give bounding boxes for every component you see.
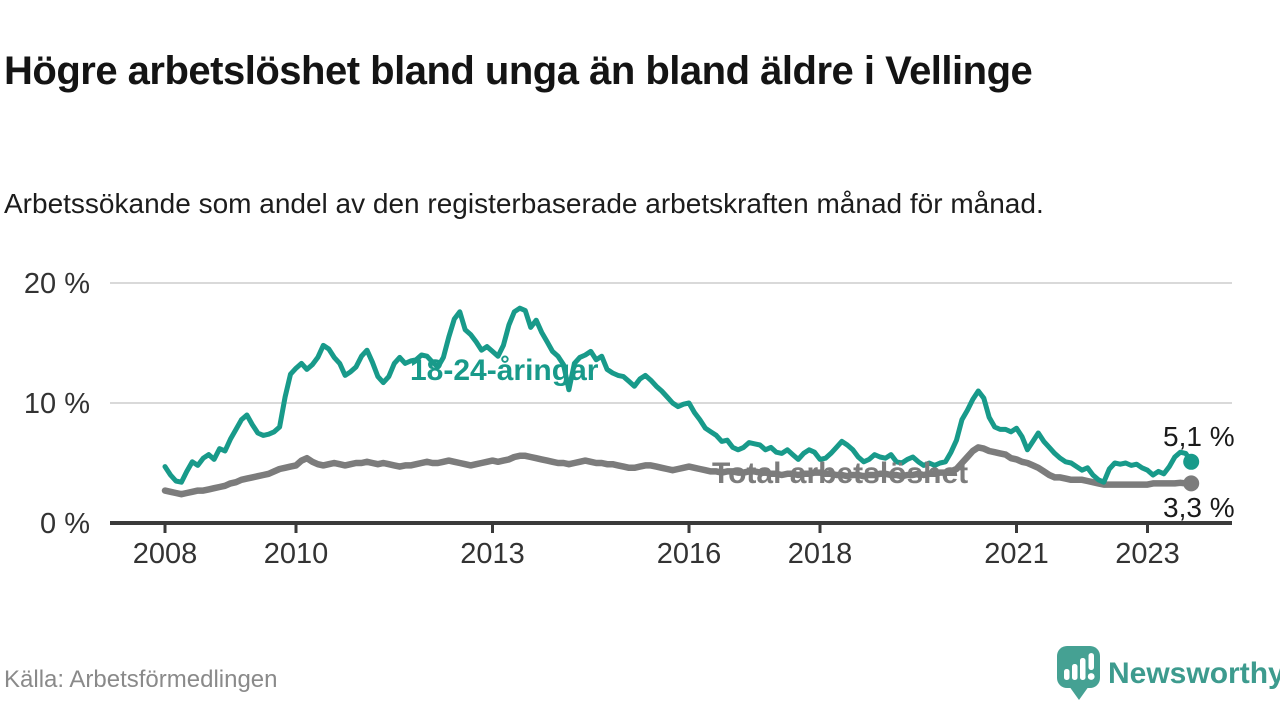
series-label-total: Total arbetslöshet — [712, 457, 969, 490]
newsworthy-brand: Newsworthy — [1056, 644, 1280, 706]
logo-bar-3 — [1080, 658, 1086, 680]
brand-name: Newsworthy — [1108, 657, 1280, 690]
series-label-young: 18-24-åringar — [410, 354, 599, 387]
x-tick-label-2008: 2008 — [133, 538, 198, 570]
x-tick-label-2023: 2023 — [1115, 538, 1180, 570]
y-tick-label-10: 10 % — [24, 388, 90, 420]
end-value-total: 3,3 % — [1163, 492, 1235, 523]
logo-exclamation-dot — [1087, 673, 1095, 680]
series-end-dot-total — [1183, 475, 1200, 492]
x-tick-label-2021: 2021 — [984, 538, 1049, 570]
y-tick-label-20: 20 % — [24, 268, 90, 300]
y-tick-label-0: 0 % — [40, 508, 90, 540]
page-title: Högre arbetslöshet bland unga än bland ä… — [4, 48, 1033, 93]
x-tick-label-2016: 2016 — [657, 538, 722, 570]
x-tick-label-2018: 2018 — [788, 538, 853, 570]
logo-bubble-tail — [1069, 686, 1089, 700]
series-line-total — [161, 444, 1195, 498]
end-value-young: 5,1 % — [1163, 421, 1235, 452]
chart-subtitle: Arbetssökande som andel av den registerb… — [4, 188, 1044, 219]
x-tick-label-2013: 2013 — [460, 538, 525, 570]
logo-exclamation-stroke — [1088, 653, 1094, 670]
logo-bar-2 — [1072, 664, 1078, 680]
series-end-dot-young — [1183, 453, 1200, 470]
x-tick-label-2010: 2010 — [264, 538, 329, 570]
series-line-young — [162, 305, 1194, 485]
newsworthy-logo-icon — [1057, 646, 1100, 700]
logo-bar-1 — [1064, 669, 1070, 680]
source-note: Källa: Arbetsförmedlingen — [4, 666, 278, 693]
